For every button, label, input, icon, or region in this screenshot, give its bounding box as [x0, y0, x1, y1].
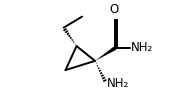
Polygon shape [95, 46, 116, 61]
Text: NH₂: NH₂ [107, 77, 129, 89]
Text: O: O [110, 3, 119, 16]
Text: NH₂: NH₂ [131, 42, 153, 54]
